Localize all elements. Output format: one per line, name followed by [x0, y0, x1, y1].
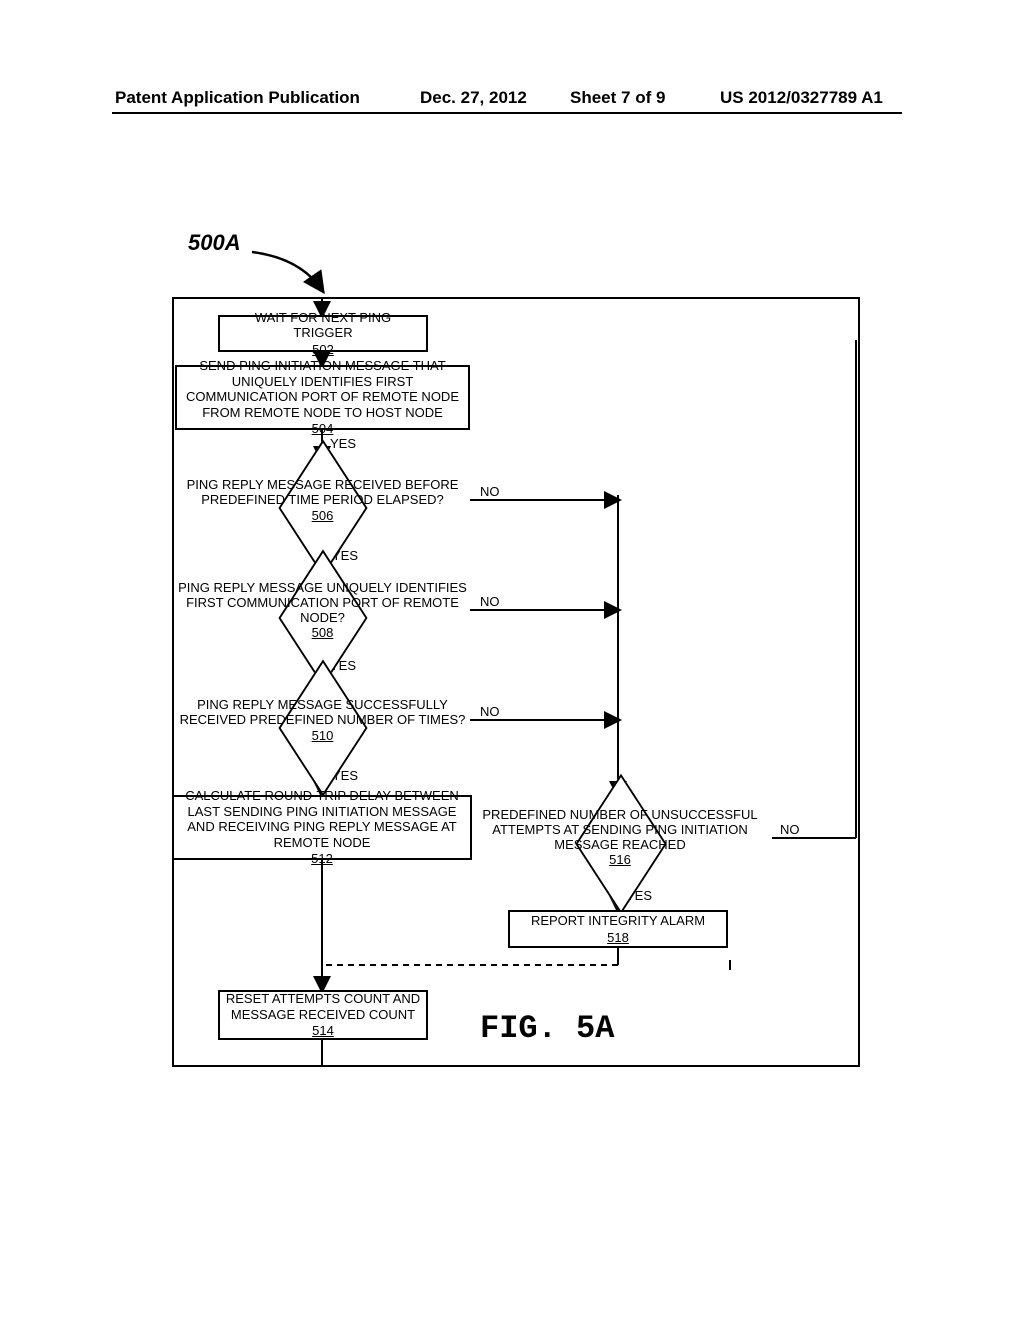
header-title: Patent Application Publication	[115, 88, 360, 108]
node-510-text: PING REPLY MESSAGE SUCCESSFULLY RECEIVED…	[175, 698, 470, 728]
node-512: CALCULATE ROUND-TRIP DELAY BETWEEN LAST …	[172, 795, 472, 860]
header-sheet: Sheet 7 of 9	[570, 88, 665, 108]
node-518-ref: 518	[514, 930, 722, 946]
node-502-ref: 502	[224, 342, 422, 358]
node-506-ref: 506	[175, 509, 470, 524]
node-504: SEND PING INITIATION MESSAGE THAT UNIQUE…	[175, 365, 470, 430]
node-512-ref: 512	[178, 851, 466, 867]
header-pubno: US 2012/0327789 A1	[720, 88, 883, 108]
node-518-text: REPORT INTEGRITY ALARM	[514, 913, 722, 929]
node-518: REPORT INTEGRITY ALARM 518	[508, 910, 728, 948]
node-514: RESET ATTEMPTS COUNT AND MESSAGE RECEIVE…	[218, 990, 428, 1040]
figure-label: FIG. 5A	[480, 1010, 614, 1047]
flow-reference-label: 500A	[188, 230, 241, 256]
node-516: PREDEFINED NUMBER OF UNSUCCESSFUL ATTEMP…	[465, 793, 775, 883]
node-506: PING REPLY MESSAGE RECEIVED BEFORE PREDE…	[175, 460, 470, 542]
node-510-ref: 510	[175, 729, 470, 744]
node-504-ref: 504	[181, 421, 464, 437]
header-rule	[112, 112, 902, 114]
node-510: PING REPLY MESSAGE SUCCESSFULLY RECEIVED…	[175, 680, 470, 762]
header-date: Dec. 27, 2012	[420, 88, 527, 108]
node-514-ref: 514	[224, 1023, 422, 1039]
node-502: WAIT FOR NEXT PING TRIGGER 502	[218, 315, 428, 352]
node-502-text: WAIT FOR NEXT PING TRIGGER	[224, 310, 422, 341]
node-504-text: SEND PING INITIATION MESSAGE THAT UNIQUE…	[181, 358, 464, 420]
node-512-text: CALCULATE ROUND-TRIP DELAY BETWEEN LAST …	[178, 788, 466, 850]
node-516-text: PREDEFINED NUMBER OF UNSUCCESSFUL ATTEMP…	[465, 808, 775, 853]
node-508-ref: 508	[175, 626, 470, 641]
node-516-ref: 516	[465, 853, 775, 868]
node-508-text: PING REPLY MESSAGE UNIQUELY IDENTIFIES F…	[175, 581, 470, 626]
node-514-text: RESET ATTEMPTS COUNT AND MESSAGE RECEIVE…	[224, 991, 422, 1022]
node-506-text: PING REPLY MESSAGE RECEIVED BEFORE PREDE…	[175, 478, 470, 508]
node-508: PING REPLY MESSAGE UNIQUELY IDENTIFIES F…	[175, 570, 470, 652]
